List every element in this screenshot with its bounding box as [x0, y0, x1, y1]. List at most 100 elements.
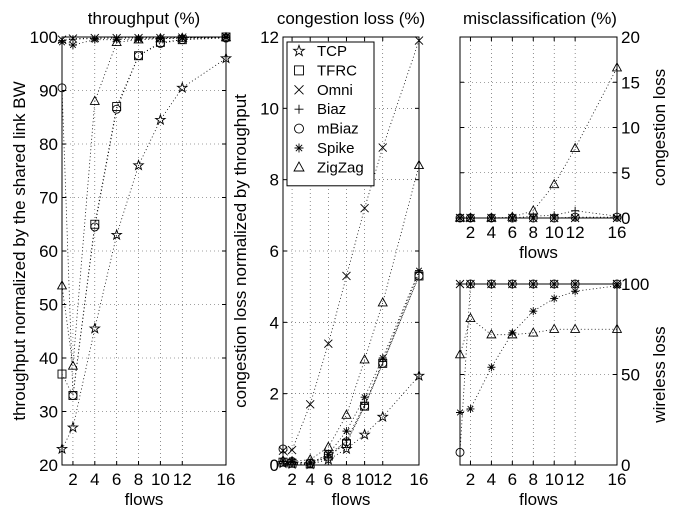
series-line-spike — [282, 270, 420, 464]
legend-marker-spike — [294, 143, 304, 153]
data-point-zigzag — [569, 323, 581, 333]
legend-label-tfrc: TFRC — [317, 62, 357, 79]
data-point-zigzag — [528, 327, 539, 337]
y-tick-label: 40 — [39, 349, 58, 368]
data-point-tcp — [132, 159, 145, 171]
series-line-tcp — [282, 375, 420, 465]
series-line-spike — [61, 37, 227, 46]
series-zigzag — [454, 312, 623, 359]
data-point-omni — [287, 445, 297, 455]
y-tick-label: 0 — [621, 456, 630, 475]
data-point-biaz — [360, 400, 369, 409]
data-point-spike — [342, 427, 351, 436]
data-point-mbiaz — [360, 401, 370, 411]
data-point-zigzag — [507, 328, 518, 339]
y-axis-label: congestion loss normalized by throughput — [231, 94, 250, 408]
data-point-tfrc — [112, 102, 122, 112]
y-tick-label: 15 — [621, 73, 640, 92]
x-tick-label: 16 — [217, 470, 236, 489]
data-point-spike — [68, 41, 77, 50]
series-line-mbiaz — [282, 275, 420, 464]
x-tick-label: 6 — [112, 470, 121, 489]
data-point-omni — [342, 271, 351, 281]
data-point-spike — [550, 294, 559, 303]
legend-item-zigzag: ZigZag — [293, 159, 364, 176]
y-tick-label: 30 — [39, 403, 58, 422]
x-tick-label: 4 — [487, 470, 496, 489]
series-line-zigzag — [460, 67, 618, 219]
data-point-zigzag — [413, 159, 425, 170]
series-line-biaz — [460, 210, 618, 219]
data-point-zigzag — [549, 323, 560, 333]
data-point-mbiaz — [549, 279, 559, 289]
x-tick-label: 16 — [608, 470, 627, 489]
data-point-biaz — [571, 206, 580, 215]
y-tick-label: 8 — [270, 171, 279, 190]
data-point-spike — [466, 404, 475, 413]
legend-item-omni: Omni — [294, 82, 353, 99]
data-point-spike — [360, 393, 369, 402]
legend-item-tcp: TCP — [292, 43, 347, 60]
x-tick-label: 2 — [287, 470, 296, 489]
data-point-omni — [360, 203, 369, 213]
chart-panel-4: 2 4 6 8 10 12 160 50 100 flows wireless loss — [454, 275, 669, 509]
series-line-mbiaz — [61, 37, 227, 396]
x-tick-label: 8 — [134, 470, 143, 489]
legend-label-tcp: TCP — [317, 43, 347, 60]
data-point-mbiaz — [278, 444, 288, 454]
series-spike — [58, 33, 230, 50]
data-point-tcp — [376, 410, 389, 423]
x-tick-label: 6 — [508, 223, 517, 242]
legend-marker-tcp — [292, 44, 306, 57]
legend-marker-zigzag — [293, 161, 305, 172]
data-point-zigzag — [111, 36, 122, 46]
legend: TCP TFRC Omni Biaz mBiaz Spike ZigZag — [286, 41, 375, 187]
x-tick-label: 8 — [529, 223, 538, 242]
data-point-spike — [571, 287, 580, 296]
plot-area-frame — [459, 36, 618, 219]
series-mbiaz — [57, 33, 231, 400]
data-point-omni — [278, 446, 288, 456]
chart-title: misclassification (%) — [463, 9, 617, 28]
data-point-spike — [279, 457, 287, 466]
y-tick-label: 60 — [39, 242, 58, 261]
legend-label-mbiaz: mBiaz — [317, 121, 359, 138]
data-point-tcp — [358, 428, 371, 440]
legend-label-biaz: Biaz — [317, 101, 346, 118]
data-point-zigzag — [465, 312, 476, 323]
data-point-zigzag — [486, 212, 497, 222]
data-point-spike — [529, 214, 538, 222]
x-tick-label: 8 — [342, 470, 351, 489]
legend-item-tfrc: TFRC — [294, 62, 357, 79]
legend-item-biaz: Biaz — [294, 101, 346, 118]
y-axis-label: congestion loss — [650, 69, 669, 186]
data-point-spike — [571, 214, 580, 222]
y-tick-label: 6 — [270, 242, 279, 261]
data-point-spike — [134, 35, 143, 44]
legend-label-omni: Omni — [317, 82, 353, 99]
data-point-tcp — [219, 52, 233, 64]
chart-title: congestion loss (%) — [277, 9, 425, 28]
data-point-zigzag — [133, 33, 144, 44]
series-tfrc — [57, 32, 231, 400]
data-point-biaz — [342, 436, 351, 445]
series-omni — [278, 36, 424, 456]
legend-marker-omni — [294, 84, 304, 95]
legend-marker-biaz — [294, 104, 304, 114]
data-point-omni — [324, 339, 333, 349]
data-point-mbiaz — [528, 279, 538, 289]
x-tick-label: 2 — [466, 470, 475, 489]
data-point-mbiaz — [342, 437, 351, 447]
series-zigzag — [454, 62, 623, 222]
data-point-biaz — [456, 280, 464, 288]
chart-title: throughput (%) — [88, 9, 200, 28]
x-tick-label: 12 — [173, 470, 192, 489]
chart-panel-1: 2 4 6 8 10 12 16 20 30 40 50 60 70 80 90 100 flows throug… — [10, 9, 235, 509]
data-point-spike — [613, 214, 621, 222]
data-point-zigzag — [286, 455, 298, 466]
data-point-tcp — [176, 81, 189, 93]
series-line-zigzag — [282, 165, 420, 462]
data-point-tcp — [66, 421, 79, 433]
x-tick-label: 4 — [487, 223, 496, 242]
